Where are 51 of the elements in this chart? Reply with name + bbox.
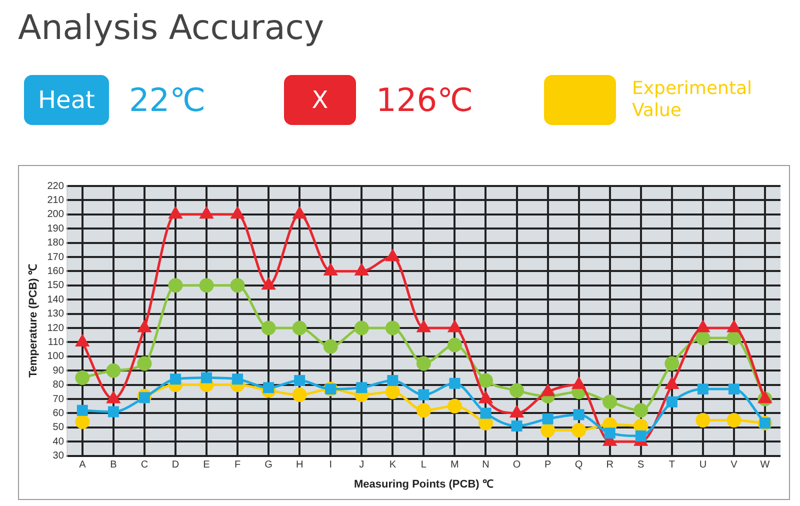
x-tick-label: M: [450, 460, 459, 471]
y-tick-label: 140: [47, 294, 64, 306]
y-tick-label: 40: [52, 436, 64, 448]
x-tick-label: B: [110, 460, 118, 471]
y-tick-label: 80: [52, 380, 64, 391]
text: 126℃: [376, 81, 474, 119]
y-tick-label: 150: [47, 280, 64, 292]
x-tick-label: K: [389, 460, 396, 471]
y-tick-label: 120: [47, 322, 64, 334]
y-tick-label: 160: [47, 266, 64, 277]
y-tick-label: 110: [48, 336, 64, 348]
x-tick-label: W: [760, 460, 770, 471]
x-axis-title: Measuring Points (PCB) ℃: [354, 478, 494, 490]
x-tick-label: U: [699, 460, 707, 471]
x-tick-label: I: [329, 460, 332, 471]
x-tick-label: V: [730, 460, 738, 471]
x-tick-label: T: [668, 460, 675, 471]
x-tick-label: C: [140, 460, 148, 471]
text: 22℃: [128, 81, 206, 119]
x-tick-label: D: [172, 460, 180, 471]
y-tick-label: 90: [52, 365, 64, 376]
y-tick-label: 190: [47, 223, 64, 234]
x-tick-label: G: [264, 460, 273, 471]
x-tick-label: N: [482, 460, 490, 471]
y-tick-label: 130: [47, 308, 64, 320]
y-tick-label: 70: [52, 394, 64, 405]
x-tick-label: R: [606, 460, 614, 471]
x-tick-label: Q: [574, 460, 583, 471]
x-tick-label: E: [203, 460, 210, 471]
x-tick-label: O: [512, 460, 521, 471]
y-tick-label: 200: [47, 209, 64, 220]
text: X: [284, 75, 356, 125]
x-tick-label: F: [234, 460, 241, 471]
y-tick-label: 210: [47, 194, 64, 206]
y-axis-title: Temperature (PCB) ℃: [28, 264, 40, 378]
text: Heat: [24, 75, 109, 125]
y-tick-label: 170: [47, 252, 64, 263]
y-tick-label: 30: [52, 450, 64, 462]
text: Experimental Value: [632, 78, 754, 122]
x-tick-label: S: [638, 460, 645, 471]
x-tick-label: A: [79, 460, 86, 471]
x-tick-label: J: [359, 460, 364, 471]
x-tick-label: L: [420, 460, 427, 471]
y-tick-label: 50: [52, 422, 64, 434]
y-tick-label: 220: [47, 180, 64, 192]
x-tick-label: P: [544, 460, 552, 471]
y-tick-label: 60: [52, 408, 64, 419]
y-tick-label: 180: [47, 238, 64, 249]
x-tick-label: H: [296, 460, 304, 471]
y-tick-label: 100: [47, 351, 64, 362]
chart-title: Analysis Accuracy: [18, 8, 324, 48]
